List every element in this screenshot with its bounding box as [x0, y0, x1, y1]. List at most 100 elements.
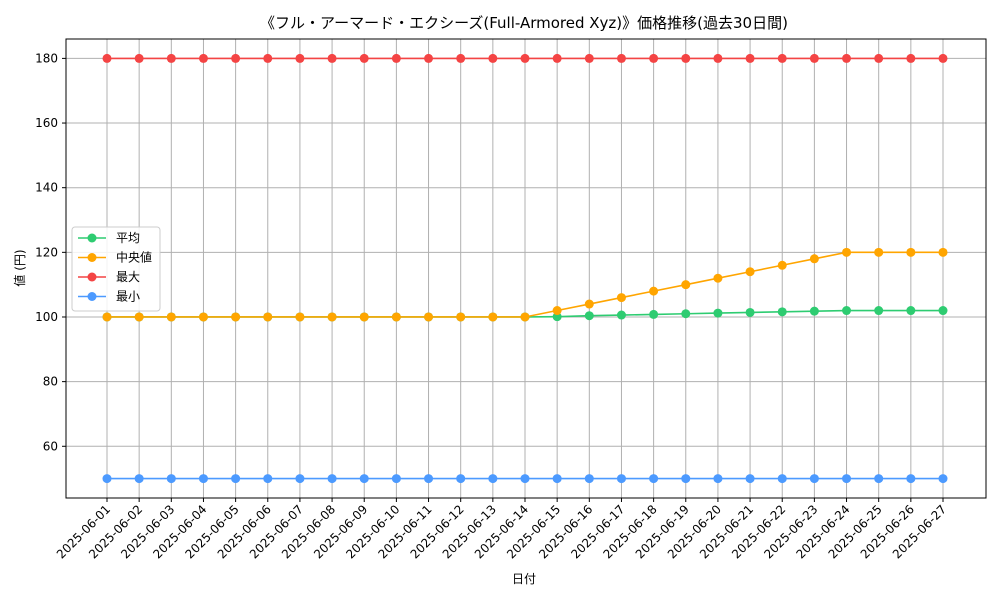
- data-point: [134, 53, 144, 63]
- y-tick-label: 140: [35, 181, 58, 195]
- data-point: [391, 53, 401, 63]
- data-point: [231, 53, 241, 63]
- series-3: [102, 474, 948, 484]
- data-point: [713, 53, 723, 63]
- data-point: [231, 474, 241, 484]
- data-point: [649, 474, 659, 484]
- data-point: [102, 53, 112, 63]
- data-point: [906, 306, 916, 316]
- data-point: [745, 53, 755, 63]
- data-point: [166, 312, 176, 322]
- data-point: [391, 474, 401, 484]
- x-axis-label: 日付: [512, 572, 536, 586]
- data-point: [488, 53, 498, 63]
- series-1: [102, 247, 948, 322]
- data-point: [520, 312, 530, 322]
- data-point: [777, 474, 787, 484]
- legend-label: 最小: [116, 290, 140, 304]
- legend-marker: [87, 272, 97, 282]
- data-point: [552, 53, 562, 63]
- series-layer: [102, 53, 948, 484]
- data-point: [938, 53, 948, 63]
- data-point: [842, 247, 852, 257]
- y-tick-label: 100: [35, 310, 58, 324]
- data-point: [488, 474, 498, 484]
- data-point: [874, 53, 884, 63]
- data-point: [198, 53, 208, 63]
- data-point: [745, 307, 755, 317]
- data-point: [391, 312, 401, 322]
- data-point: [874, 306, 884, 316]
- data-point: [424, 53, 434, 63]
- data-point: [424, 312, 434, 322]
- data-point: [263, 474, 273, 484]
- data-point: [231, 312, 241, 322]
- plot-frame: [65, 38, 987, 499]
- legend-label: 中央値: [116, 250, 152, 265]
- data-point: [327, 474, 337, 484]
- data-point: [295, 312, 305, 322]
- data-point: [809, 53, 819, 63]
- legend-item: 最小: [78, 290, 140, 304]
- data-point: [649, 309, 659, 319]
- data-point: [552, 474, 562, 484]
- legend-label: 平均: [116, 231, 140, 245]
- data-point: [263, 53, 273, 63]
- data-point: [681, 280, 691, 290]
- data-point: [134, 474, 144, 484]
- data-point: [134, 312, 144, 322]
- data-point: [745, 267, 755, 277]
- data-point: [520, 53, 530, 63]
- data-point: [359, 53, 369, 63]
- grid: [66, 39, 986, 498]
- data-point: [713, 474, 723, 484]
- data-point: [198, 474, 208, 484]
- y-tick-label: 60: [43, 439, 58, 453]
- chart-title: 《フル・アーマード・エクシーズ(Full-Armored Xyz)》価格推移(過…: [260, 14, 788, 32]
- data-point: [456, 53, 466, 63]
- y-tick-label: 160: [35, 116, 58, 130]
- data-point: [681, 53, 691, 63]
- legend-item: 中央値: [78, 250, 152, 265]
- data-point: [777, 53, 787, 63]
- data-point: [327, 312, 337, 322]
- legend-item: 平均: [78, 231, 140, 245]
- data-point: [295, 474, 305, 484]
- data-point: [874, 474, 884, 484]
- data-point: [263, 312, 273, 322]
- data-point: [809, 254, 819, 264]
- data-point: [938, 474, 948, 484]
- data-point: [745, 474, 755, 484]
- data-point: [809, 306, 819, 316]
- axes: 2025-06-012025-06-022025-06-032025-06-04…: [35, 38, 987, 561]
- data-point: [842, 306, 852, 316]
- data-point: [456, 474, 466, 484]
- y-tick-label: 180: [35, 51, 58, 65]
- data-point: [681, 474, 691, 484]
- data-point: [649, 53, 659, 63]
- data-point: [166, 53, 176, 63]
- data-point: [649, 286, 659, 296]
- data-point: [906, 474, 916, 484]
- data-point: [295, 53, 305, 63]
- legend-marker: [87, 292, 97, 301]
- legend-marker: [87, 253, 97, 262]
- data-point: [584, 311, 594, 321]
- data-point: [842, 53, 852, 63]
- data-point: [616, 310, 626, 320]
- data-point: [584, 53, 594, 63]
- data-point: [166, 474, 176, 484]
- data-point: [327, 53, 337, 63]
- legend-label: 最大: [116, 270, 140, 284]
- data-point: [359, 312, 369, 322]
- data-point: [616, 474, 626, 484]
- data-point: [809, 474, 819, 484]
- data-point: [584, 474, 594, 484]
- data-point: [713, 273, 723, 283]
- data-point: [424, 474, 434, 484]
- data-point: [777, 260, 787, 270]
- data-point: [874, 247, 884, 257]
- data-point: [842, 474, 852, 484]
